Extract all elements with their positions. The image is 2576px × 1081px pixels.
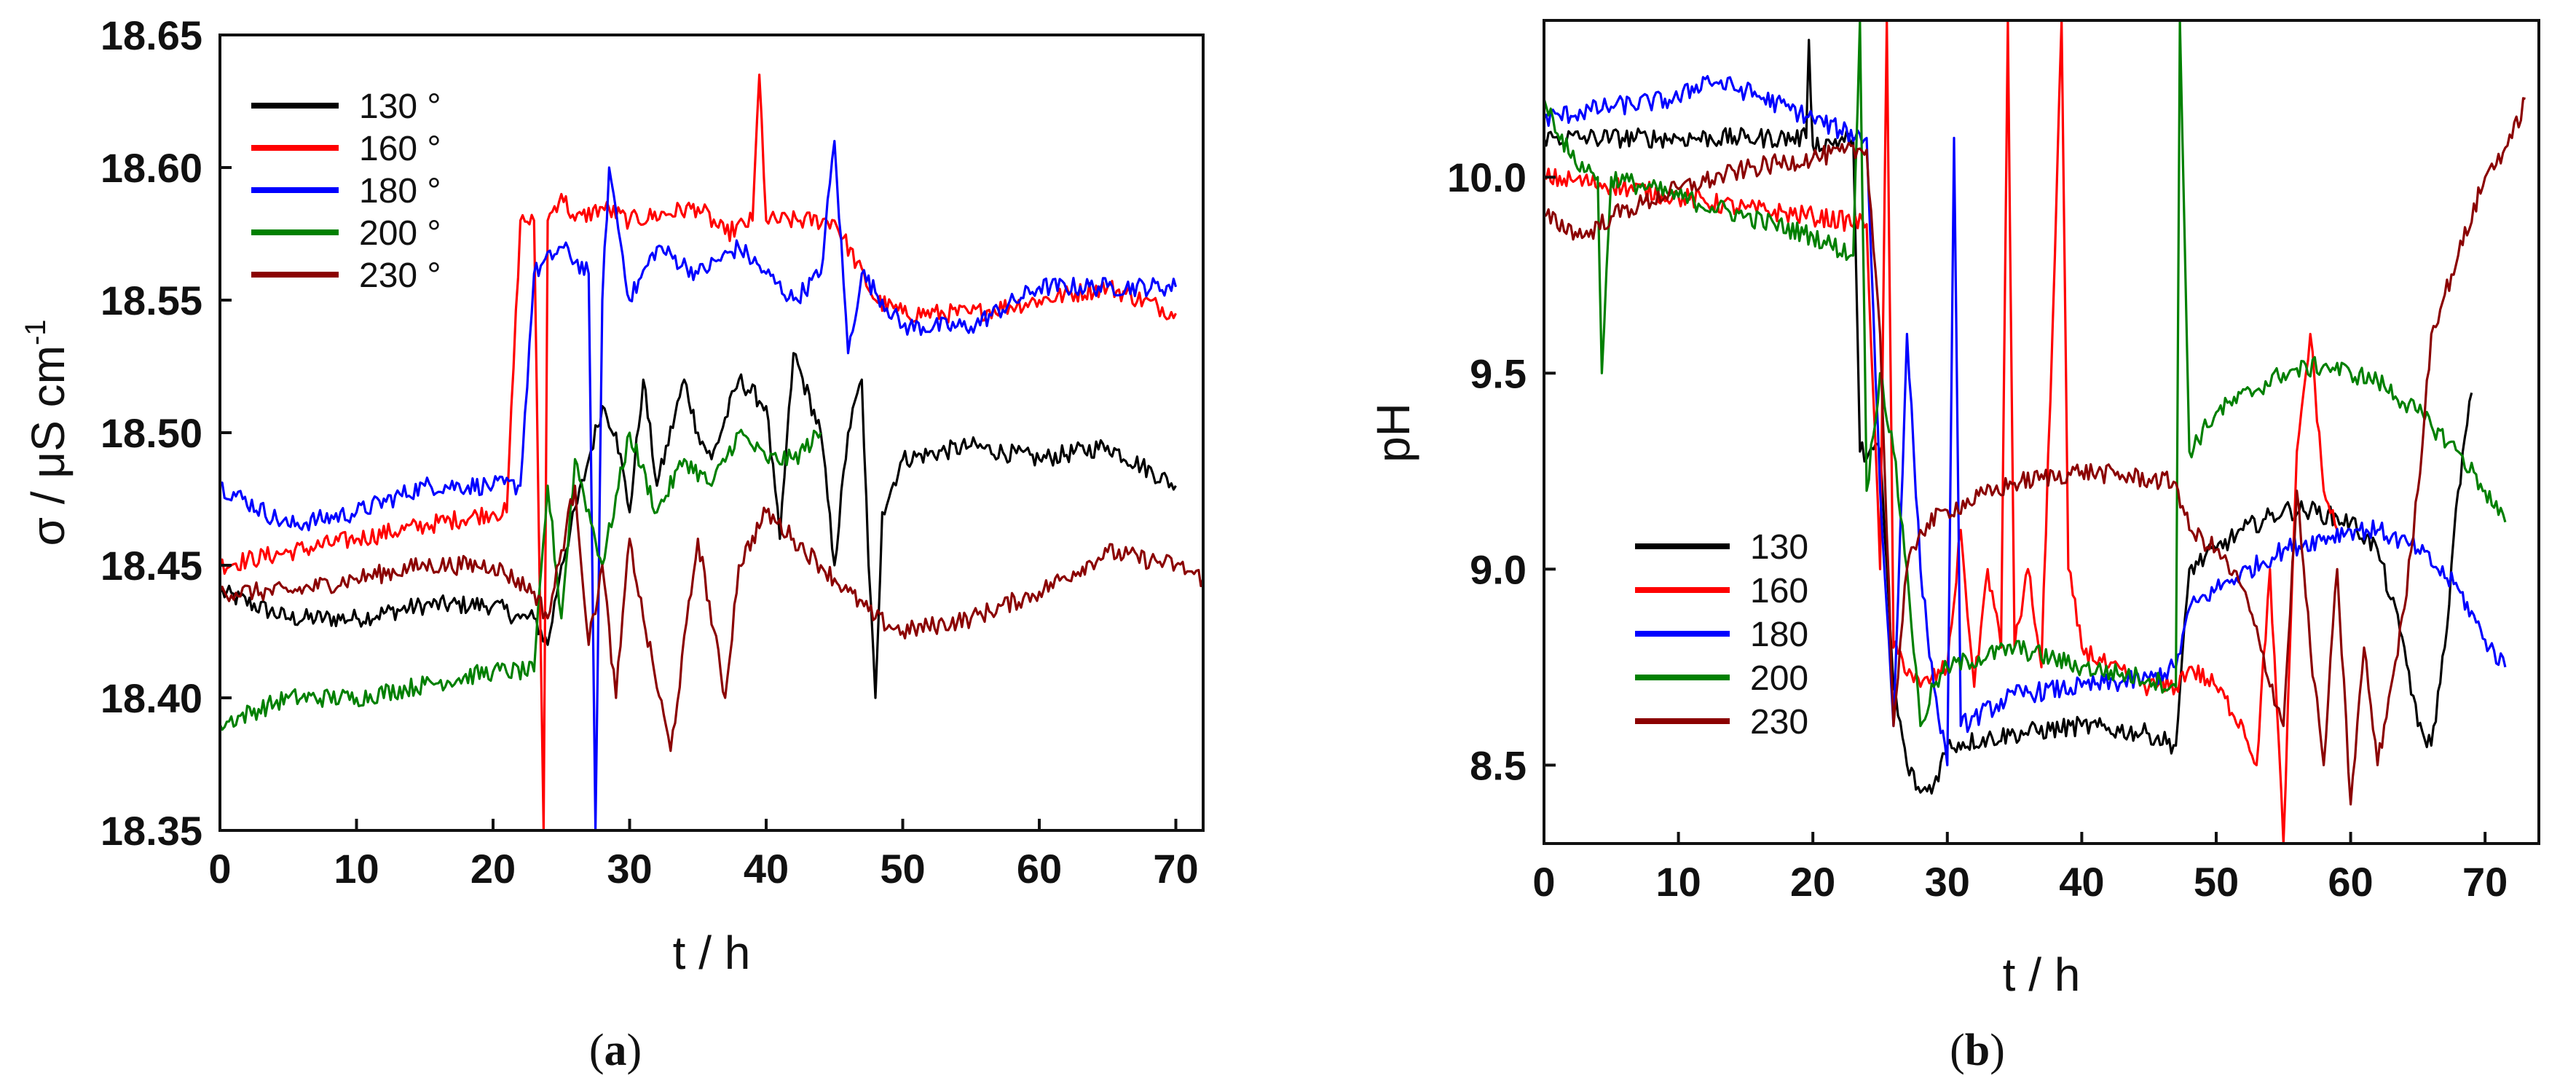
panel-a-legend-label: 200 ° xyxy=(359,214,441,253)
panel-b-series-230-line xyxy=(1544,97,2526,806)
panel-b-x-tick-label: 30 xyxy=(1925,859,1970,905)
panel-a-caption: (a) xyxy=(589,1026,642,1075)
panel-a-x-tick-label: 20 xyxy=(470,846,516,892)
panel-a-x-tick-label: 50 xyxy=(880,846,925,892)
panel-b-plot-frame xyxy=(1543,19,2540,845)
panel-a-series-180-line xyxy=(220,140,1178,830)
panel-b-x-tick-label: 20 xyxy=(1790,859,1835,905)
panel-a-y-axis-ticks: 18.35 18.40 18.45 18.50 18.55 18.60 18.65 xyxy=(101,12,232,854)
panel-a-x-tick-label: 30 xyxy=(607,846,652,892)
panel-a-x-tick-label: 70 xyxy=(1153,846,1198,892)
panel-b-legend-label: 230 xyxy=(1750,703,1808,742)
panel-a-y-tick-label: 18.50 xyxy=(101,410,202,456)
panel-b-x-tick-label: 60 xyxy=(2328,859,2373,905)
panel-a-series-160-line xyxy=(220,74,1177,830)
panel-a-series-130-line xyxy=(220,352,1177,699)
panel-a-y-tick-label: 18.35 xyxy=(101,808,202,854)
panel-b-caption-open: ( xyxy=(1950,1026,1965,1075)
panel-a-series-200-line xyxy=(220,428,822,731)
panel-a-legend-label: 230 ° xyxy=(359,256,441,295)
panel-b-legend-label: 200 xyxy=(1750,659,1808,698)
panel-b-caption: (b) xyxy=(1950,1026,2005,1075)
panel-b-series-180-line xyxy=(1544,75,2507,766)
panel-a-legend-label: 180 ° xyxy=(359,172,441,211)
panel-b-x-tick-label: 40 xyxy=(2059,859,2104,905)
panel-b-series-130-line xyxy=(1544,39,2473,795)
panel-b-series-group xyxy=(1544,20,2526,844)
panel-a-y-tick-label: 18.55 xyxy=(101,278,202,323)
panel-b-caption-close: ) xyxy=(1990,1026,2005,1075)
panel-b-y-tick-label: 8.5 xyxy=(1470,742,1527,788)
panel-a-series-230-line xyxy=(220,484,1203,752)
panel-a-caption-open: ( xyxy=(589,1026,604,1075)
panel-b-legend-label: 130 xyxy=(1750,528,1808,567)
panel-b-x-axis-label: t / h xyxy=(2003,948,2081,1001)
panel-a-y-tick-label: 18.60 xyxy=(101,145,202,191)
panel-a-y-axis-label-superscript: -1 xyxy=(20,319,52,345)
panel-b-y-tick-label: 9.5 xyxy=(1470,350,1527,396)
panel-b-caption-letter: b xyxy=(1965,1026,1990,1075)
panel-a-legend-label: 130 ° xyxy=(359,87,441,126)
panel-a-x-tick-label: 10 xyxy=(334,846,379,892)
panel-b-legend: 130 160 180 200 230 xyxy=(1635,528,1808,742)
panel-a-caption-letter: a xyxy=(604,1026,627,1075)
panel-a-y-axis-label: σ / μS cm-1 xyxy=(20,319,74,546)
panel-a-y-tick-label: 18.45 xyxy=(101,543,202,589)
panel-a-x-tick-label: 60 xyxy=(1017,846,1062,892)
panel-b-y-axis-label: pH xyxy=(1367,403,1419,463)
panel-a-x-tick-label: 40 xyxy=(744,846,789,892)
panel-a-legend-label: 160 ° xyxy=(359,130,441,168)
panel-b-y-tick-label: 9.0 xyxy=(1470,546,1527,592)
panel-b-x-tick-label: 0 xyxy=(1532,859,1555,905)
panel-a-y-tick-label: 18.65 xyxy=(101,12,202,58)
panel-a-legend: 130 ° 160 ° 180 °200 °230 ° xyxy=(251,87,441,295)
panel-a-x-axis-label: t / h xyxy=(673,927,751,979)
panel-a-caption-close: ) xyxy=(627,1026,642,1075)
panel-a-y-tick-label: 18.40 xyxy=(101,675,202,721)
panel-b-x-tick-label: 50 xyxy=(2194,859,2239,905)
panel-a-x-tick-label: 0 xyxy=(208,846,231,892)
panel-b-y-tick-label: 10.0 xyxy=(1447,154,1527,200)
panel-a-series-group xyxy=(220,74,1203,830)
panel-b-x-axis-ticks: 0 10 20 30 40 50 60 70 xyxy=(1532,832,2508,905)
panel-b-y-axis-ticks: 8.5 9.0 9.5 10.0 xyxy=(1447,154,1556,788)
panel-b-series-200-line xyxy=(1544,20,2507,728)
panel-b-x-tick-label: 10 xyxy=(1655,859,1701,905)
panel-b-x-tick-label: 70 xyxy=(2462,859,2508,905)
panel-b: 0 10 20 30 40 50 60 70 8.5 9.0 9.5 10.0 t / h pH 1… xyxy=(1367,19,2540,1075)
panel-a-x-axis-ticks: 0 10 20 30 40 50 60 70 xyxy=(208,819,1199,892)
panel-b-legend-label: 160 xyxy=(1750,572,1808,610)
panel-a: 0 10 20 30 40 50 60 70 18.35 18.40 18.45 18.50 18.5… xyxy=(20,12,1205,1075)
panel-a-y-axis-label-main: σ / μS cm xyxy=(22,345,74,546)
panel-b-legend-label: 180 xyxy=(1750,616,1808,654)
